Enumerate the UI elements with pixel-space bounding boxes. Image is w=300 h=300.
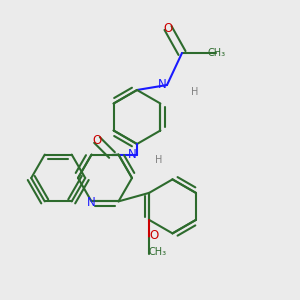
Text: H: H bbox=[191, 87, 199, 97]
Text: O: O bbox=[164, 22, 172, 34]
Text: N: N bbox=[87, 196, 96, 209]
Text: O: O bbox=[149, 230, 159, 242]
Text: N: N bbox=[158, 79, 166, 92]
Text: H: H bbox=[155, 155, 163, 165]
Text: CH₃: CH₃ bbox=[148, 247, 166, 257]
Text: CH₃: CH₃ bbox=[208, 48, 226, 58]
Text: N: N bbox=[128, 148, 136, 161]
Text: O: O bbox=[92, 134, 102, 146]
